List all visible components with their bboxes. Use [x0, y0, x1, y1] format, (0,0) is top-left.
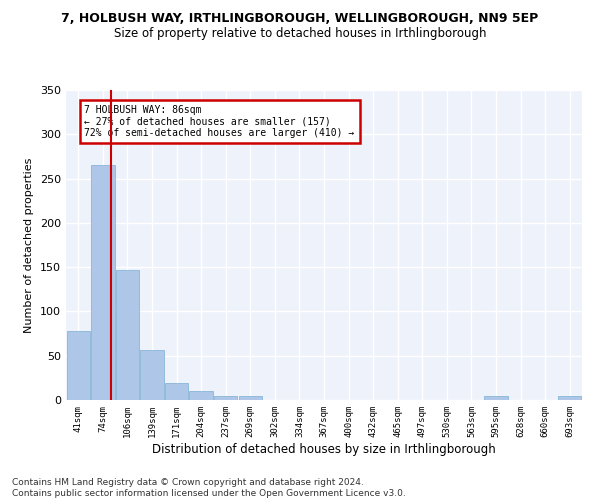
Y-axis label: Number of detached properties: Number of detached properties — [25, 158, 34, 332]
Text: Contains HM Land Registry data © Crown copyright and database right 2024.
Contai: Contains HM Land Registry data © Crown c… — [12, 478, 406, 498]
X-axis label: Distribution of detached houses by size in Irthlingborough: Distribution of detached houses by size … — [152, 442, 496, 456]
Bar — [190, 391, 213, 400]
Bar — [67, 331, 90, 400]
Bar — [484, 396, 508, 400]
Bar — [239, 396, 262, 400]
Bar — [165, 383, 188, 400]
Bar — [140, 350, 164, 400]
Text: Size of property relative to detached houses in Irthlingborough: Size of property relative to detached ho… — [114, 28, 486, 40]
Bar — [558, 396, 581, 400]
Bar — [214, 396, 238, 400]
Bar — [116, 270, 139, 400]
Bar — [91, 166, 115, 400]
Text: 7, HOLBUSH WAY, IRTHLINGBOROUGH, WELLINGBOROUGH, NN9 5EP: 7, HOLBUSH WAY, IRTHLINGBOROUGH, WELLING… — [61, 12, 539, 26]
Text: 7 HOLBUSH WAY: 86sqm
← 27% of detached houses are smaller (157)
72% of semi-deta: 7 HOLBUSH WAY: 86sqm ← 27% of detached h… — [85, 105, 355, 138]
